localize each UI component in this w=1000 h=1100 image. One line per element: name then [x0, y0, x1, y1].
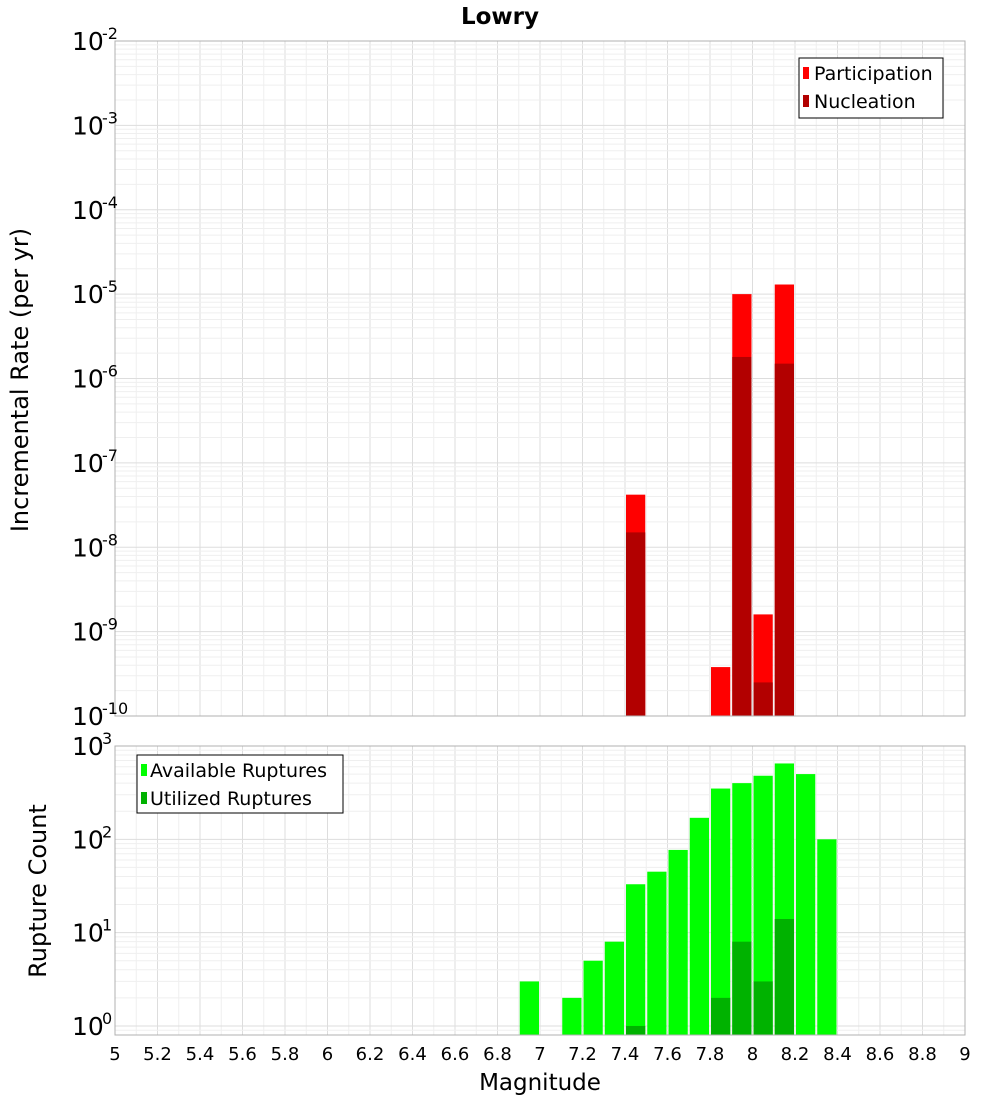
x-tick-label: 5.4 — [186, 1044, 215, 1065]
y-tick-label: 10 — [72, 196, 104, 225]
x-tick-label: 7.2 — [568, 1044, 597, 1065]
x-tick-label: 7.8 — [696, 1044, 725, 1065]
y-tick-exponent: -6 — [102, 362, 118, 381]
y-tick-exponent: -3 — [102, 108, 118, 127]
bottom-plot-frame — [114, 745, 966, 1036]
bottom-legend: Available Ruptures Utilized Ruptures — [136, 754, 344, 814]
legend-label-available-ruptures: Available Ruptures — [150, 760, 327, 782]
y-tick-label: 10 — [72, 280, 104, 309]
bottom-bars — [519, 763, 837, 1035]
top-grid — [114, 40, 966, 717]
x-tick-label: 8.4 — [823, 1044, 852, 1065]
top-plot-frame — [114, 40, 966, 717]
bar-available-ruptures — [562, 997, 582, 1035]
x-tick-label: 6.2 — [356, 1044, 385, 1065]
top-panel: 10-210-310-410-510-610-710-810-910-10 In… — [6, 24, 966, 731]
legend-swatch-utilized-ruptures — [141, 792, 147, 804]
bar-available-ruptures — [604, 941, 624, 1035]
bar-available-ruptures — [626, 884, 646, 1035]
bar-nucleation — [732, 356, 752, 716]
x-tick-label: 5.8 — [271, 1044, 300, 1065]
x-tick-label: 7.6 — [653, 1044, 682, 1065]
y-tick-exponent: -10 — [102, 699, 128, 718]
y-tick-label: 10 — [72, 919, 104, 948]
y-tick-label: 10 — [72, 27, 104, 56]
bar-utilized-ruptures — [626, 1025, 646, 1035]
legend-label-nucleation: Nucleation — [814, 91, 916, 113]
bar-available-ruptures — [583, 960, 603, 1035]
bar-utilized-ruptures — [774, 919, 794, 1035]
bar-available-ruptures — [796, 774, 816, 1035]
y-tick-label: 10 — [72, 365, 104, 394]
y-tick-label: 10 — [72, 449, 104, 478]
bottom-legend-box — [136, 754, 344, 814]
x-tick-label: 6.4 — [398, 1044, 427, 1065]
legend-label-utilized-ruptures: Utilized Ruptures — [150, 788, 312, 810]
x-tick-label: 7.4 — [611, 1044, 640, 1065]
y-tick-label: 10 — [72, 1012, 104, 1041]
y-tick-label: 10 — [72, 702, 104, 731]
top-bars — [626, 284, 794, 716]
y-tick-label: 10 — [72, 533, 104, 562]
x-axis-label: Magnitude — [479, 1070, 601, 1096]
y-tick-exponent: -4 — [102, 193, 118, 212]
bar-available-ruptures — [647, 871, 667, 1035]
legend-swatch-available-ruptures — [141, 764, 147, 776]
x-tick-label: 8.2 — [781, 1044, 810, 1065]
x-tick-label: 6.8 — [483, 1044, 512, 1065]
bar-available-ruptures — [711, 788, 731, 1035]
bar-nucleation — [753, 682, 773, 716]
x-tick-label: 7 — [534, 1044, 545, 1065]
x-tick-label: 6.6 — [441, 1044, 470, 1065]
x-tick-label: 5 — [109, 1044, 120, 1065]
bar-utilized-ruptures — [732, 941, 752, 1035]
top-y-ticks: 10-210-310-410-510-610-710-810-910-10 — [72, 24, 128, 731]
bar-available-ruptures — [668, 849, 688, 1035]
x-tick-label: 8 — [747, 1044, 758, 1065]
y-tick-exponent: -7 — [102, 446, 118, 465]
bar-nucleation — [774, 363, 794, 716]
top-legend-box — [798, 57, 944, 119]
chart-title: Lowry — [461, 4, 539, 30]
bar-available-ruptures — [519, 981, 539, 1035]
x-tick-label: 5.6 — [228, 1044, 257, 1065]
y-tick-exponent: -8 — [102, 530, 118, 549]
x-tick-label: 8.8 — [908, 1044, 937, 1065]
x-tick-labels: 5 5.2 5.4 5.6 5.8 6 6.2 6.4 6.6 6.8 7 7.2 7.4 7.6 7.8 8… — [109, 1044, 970, 1065]
legend-swatch-nucleation — [803, 95, 809, 107]
bar-participation — [711, 667, 731, 716]
y-tick-exponent: 3 — [102, 729, 112, 748]
y-tick-label: 10 — [72, 732, 104, 761]
bar-utilized-ruptures — [753, 981, 773, 1035]
y-tick-label: 10 — [72, 111, 104, 140]
y-tick-exponent: -9 — [102, 615, 118, 634]
x-tick-label: 5.2 — [143, 1044, 172, 1065]
bar-utilized-ruptures — [711, 997, 731, 1035]
y-tick-exponent: -5 — [102, 277, 118, 296]
y-tick-exponent: 2 — [102, 822, 112, 841]
x-tick-label: 9 — [959, 1044, 970, 1065]
legend-label-participation: Participation — [814, 63, 933, 85]
legend-swatch-participation — [803, 67, 809, 79]
bar-available-ruptures — [753, 775, 773, 1035]
y-tick-exponent: -2 — [102, 24, 118, 43]
bottom-y-axis-label: Rupture Count — [24, 804, 52, 978]
top-legend: Participation Nucleation — [798, 57, 944, 119]
x-tick-label: 6 — [322, 1044, 333, 1065]
top-y-axis-label: Incremental Rate (per yr) — [6, 228, 34, 532]
y-tick-label: 10 — [72, 618, 104, 647]
y-tick-exponent: 0 — [102, 1009, 112, 1028]
y-tick-exponent: 1 — [102, 916, 112, 935]
bar-available-ruptures — [689, 817, 709, 1035]
bar-nucleation — [626, 532, 646, 716]
y-tick-label: 10 — [72, 825, 104, 854]
bar-available-ruptures — [817, 839, 837, 1035]
x-tick-label: 8.6 — [866, 1044, 895, 1065]
